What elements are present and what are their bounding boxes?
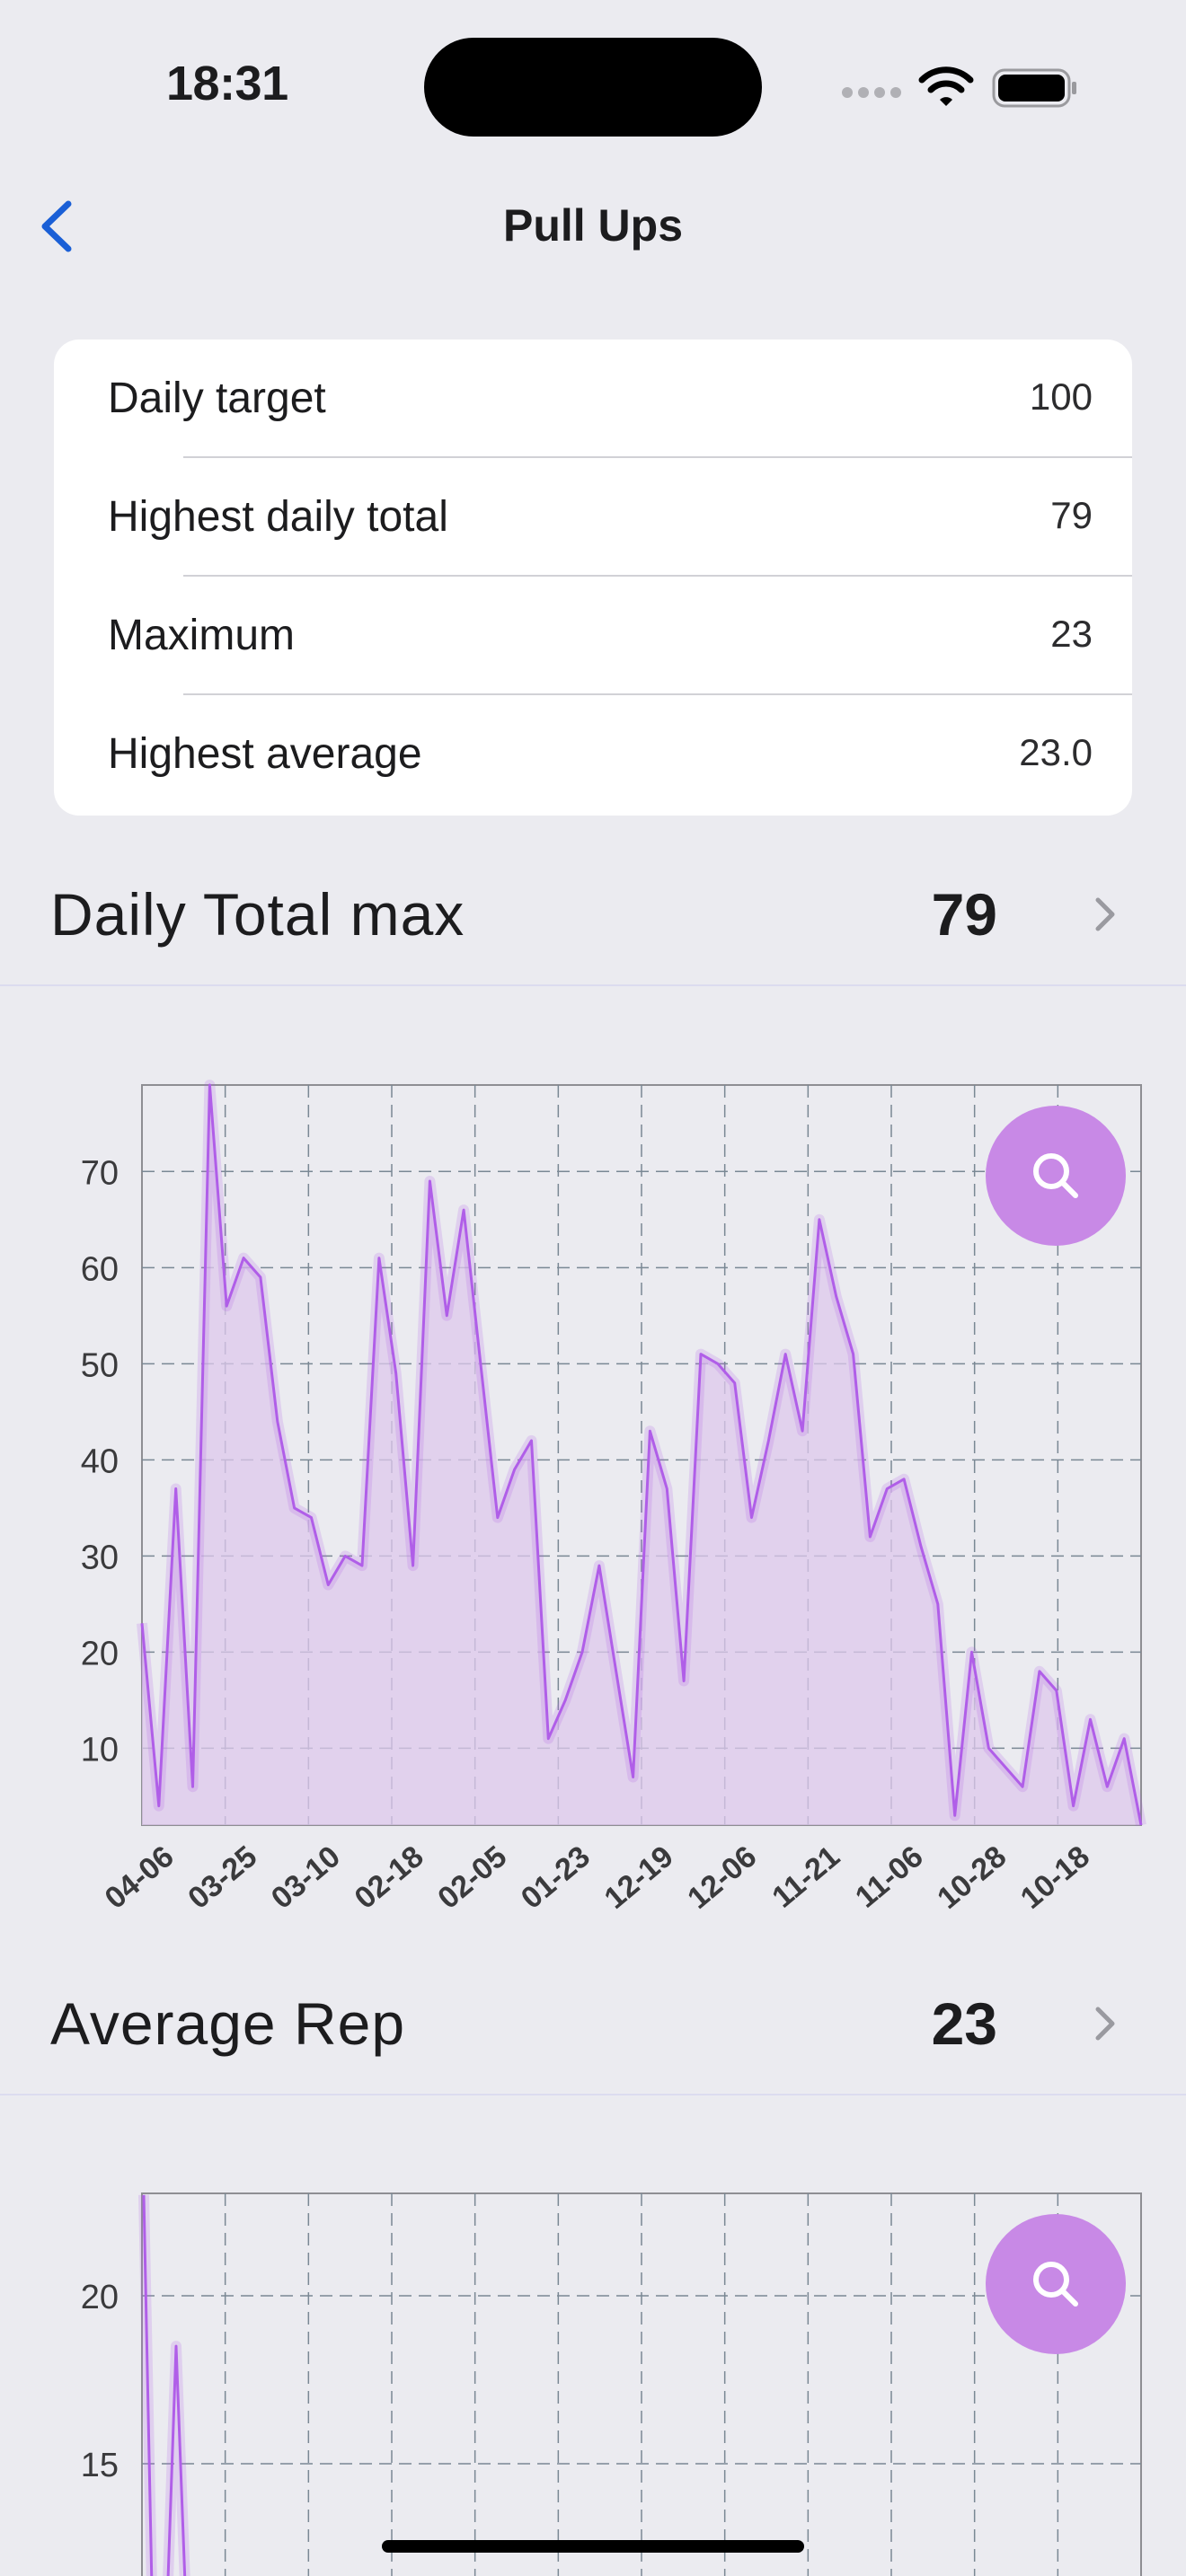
divider — [0, 2094, 1186, 2095]
stat-value: 79 — [1050, 494, 1093, 536]
home-indicator — [382, 2540, 804, 2553]
magnifier-icon — [1033, 1153, 1078, 1198]
daily-total-chart: 10 20 30 40 50 60 70 04-06 03-25 03-10 02-18 02-05 0… — [81, 1080, 1146, 1916]
stat-row-daily-target: Daily target 100 — [108, 340, 1132, 458]
stat-row-highest-daily-total: Highest daily total 79 — [108, 458, 1132, 577]
y-tick-label: 10 — [81, 1731, 119, 1769]
y-tick-label: 40 — [81, 1442, 119, 1480]
stat-label: Highest average — [108, 730, 422, 778]
area-fill — [142, 1085, 1141, 1825]
magnifier-icon — [1033, 2262, 1078, 2307]
divider — [183, 575, 1132, 577]
x-tick-label: 02-05 — [431, 1839, 513, 1916]
x-tick-label: 04-06 — [99, 1839, 181, 1916]
x-tick-label: 12-06 — [681, 1839, 763, 1916]
zoom-button[interactable] — [986, 2214, 1126, 2354]
stat-value: 23.0 — [1019, 731, 1093, 773]
divider — [183, 693, 1132, 695]
stat-value: 23 — [1050, 613, 1093, 655]
stat-label: Highest daily total — [108, 493, 448, 541]
stat-label: Daily target — [108, 375, 326, 422]
chevron-right-icon[interactable] — [1087, 887, 1123, 941]
x-tick-label: 03-25 — [181, 1839, 263, 1916]
x-tick-label: 01-23 — [515, 1839, 597, 1916]
x-tick-label: 12-19 — [598, 1839, 680, 1916]
section-title-average-rep: Average Rep — [50, 1990, 406, 2057]
chevron-left-icon — [41, 200, 72, 252]
y-tick-label: 15 — [81, 2447, 119, 2484]
divider — [183, 456, 1132, 458]
zoom-button[interactable] — [986, 1106, 1126, 1246]
status-time: 18:31 — [166, 57, 288, 110]
section-value-daily-total: 79 — [931, 881, 997, 948]
x-tick-label: 03-10 — [265, 1839, 347, 1916]
y-tick-label: 70 — [81, 1154, 119, 1192]
stat-row-highest-average: Highest average 23.0 — [108, 695, 1132, 814]
series-line — [140, 1083, 1143, 1826]
y-tick-label: 20 — [81, 1635, 119, 1672]
stat-value: 100 — [1029, 375, 1093, 418]
y-tick-label: 60 — [81, 1250, 119, 1288]
chevron-right-icon[interactable] — [1087, 1997, 1123, 2051]
section-title-daily-total: Daily Total max — [50, 881, 465, 948]
dynamic-island — [424, 38, 762, 137]
x-tick-label: 10-28 — [931, 1839, 1013, 1916]
back-button[interactable] — [32, 193, 86, 260]
divider — [0, 984, 1186, 986]
series-line — [142, 2194, 187, 2576]
x-tick-label: 11-06 — [849, 1839, 930, 1915]
y-tick-label: 50 — [81, 1346, 119, 1384]
x-tick-label: 11-21 — [766, 1839, 846, 1915]
stats-card: Daily target 100 Highest daily total 79 … — [54, 340, 1132, 816]
cellular-signal-icon — [840, 85, 903, 104]
stat-label: Maximum — [108, 612, 296, 659]
page-title: Pull Ups — [502, 200, 684, 251]
wifi-icon — [918, 66, 974, 113]
battery-icon — [992, 68, 1078, 112]
y-tick-label: 20 — [81, 2279, 119, 2316]
x-tick-label: 10-18 — [1014, 1839, 1096, 1916]
section-value-average-rep: 23 — [931, 1990, 997, 2057]
y-tick-label: 30 — [81, 1539, 119, 1576]
x-tick-label: 02-18 — [349, 1839, 430, 1916]
stat-row-maximum: Maximum 23 — [108, 577, 1132, 695]
